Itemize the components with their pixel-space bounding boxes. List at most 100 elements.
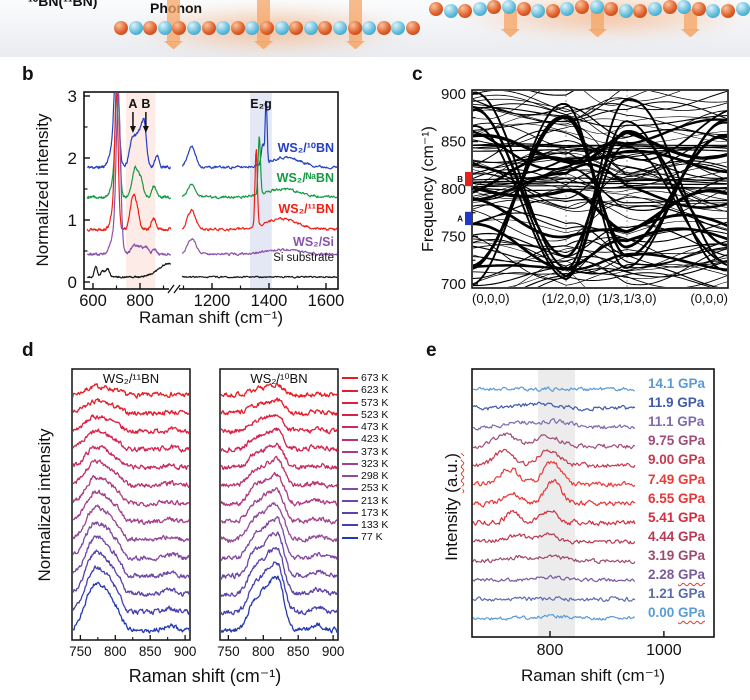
- e-pressure-label: 7.49 GPa: [648, 472, 705, 487]
- nitrogen-atom: [560, 1, 575, 16]
- svg-text:1400: 1400: [251, 292, 288, 310]
- b-x-axis-label: Raman shift (cm⁻¹): [138, 308, 284, 327]
- e-pressure-value: 4.44: [648, 528, 679, 544]
- d-legend-swatch: [342, 524, 358, 527]
- isotope-label: ¹⁰BN(¹¹BN): [28, 0, 98, 9]
- svg-text:2: 2: [68, 149, 77, 168]
- c-kpoint-label: (1/3,1/3,0): [597, 291, 657, 306]
- d-legend-item: 213 K: [342, 495, 388, 507]
- d-legend-swatch: [342, 401, 358, 404]
- nitrogen-atom: [443, 4, 458, 19]
- boron-atom: [230, 21, 245, 35]
- boron-atom: [260, 21, 274, 35]
- d-legend-swatch: [342, 377, 358, 380]
- boron-atom: [143, 21, 158, 35]
- b-series-label: WS₂/¹¹BN: [278, 202, 334, 216]
- svg-text:800: 800: [104, 644, 127, 659]
- d-legend-item: 623 K: [342, 384, 388, 396]
- b-series-label: WS₂/ᴺᵃBN: [276, 171, 334, 185]
- panel-letter-b: b: [22, 64, 34, 85]
- e-pressure-unit: GPa: [678, 471, 706, 487]
- c-kpoint-label: (0,0,0): [472, 291, 510, 306]
- svg-text:700: 700: [441, 276, 466, 293]
- boron-atom: [114, 21, 128, 35]
- e-pressure-unit: GPa: [678, 605, 706, 621]
- e-pressure-value: 6.55: [648, 490, 679, 506]
- e-pressure-value: 0.00: [648, 605, 679, 621]
- nitrogen-atom: [362, 21, 377, 35]
- d-legend-label: 623 K: [361, 384, 389, 397]
- nitrogen-atom: [618, 4, 633, 19]
- d-legend-label: 473 K: [361, 421, 389, 433]
- svg-text:B: B: [141, 97, 150, 111]
- e-pressure-unit: GPa: [678, 433, 706, 449]
- boron-atom: [516, 2, 531, 16]
- boron-atom: [172, 21, 187, 35]
- d-legend-swatch: [342, 389, 358, 392]
- boron-atom: [289, 21, 304, 35]
- c-kpoint-label: (1/2,0,0): [541, 291, 591, 306]
- b-y-axis-label: Normalized intensity: [33, 113, 52, 267]
- e-pressure-unit: GPa: [678, 376, 706, 391]
- boron-atom: [721, 4, 735, 18]
- e-pressure-label: 0.00 GPa: [648, 605, 705, 620]
- d-legend-item: 173 K: [342, 507, 388, 519]
- nitrogen-atom: [648, 1, 662, 16]
- e-pressure-value: 1.21: [648, 586, 679, 602]
- e-y-axis-label-main: Intensity: [442, 497, 461, 561]
- panel-e-plot: 800 1000: [471, 368, 715, 659]
- d-legend-swatch: [342, 450, 358, 453]
- svg-text:900: 900: [174, 644, 197, 659]
- e-pressure-value: 14.1: [648, 376, 679, 391]
- d-legend-item: 573 K: [342, 397, 388, 409]
- nitrogen-atom: [157, 21, 172, 35]
- nitrogen-atom: [735, 1, 750, 16]
- d-legend-swatch: [342, 463, 358, 466]
- svg-text:1000: 1000: [646, 642, 682, 659]
- svg-text:1200: 1200: [194, 292, 231, 310]
- e-pressure-unit: GPa: [677, 414, 705, 430]
- c-y-axis-label: Frequency (cm⁻¹): [420, 126, 437, 252]
- d-legend-item: 298 K: [342, 470, 388, 482]
- svg-text:A: A: [128, 97, 137, 111]
- e-y-axis-label: Intensity (a.u.): [442, 377, 462, 637]
- d-legend-label: 523 K: [361, 408, 389, 421]
- d-legend-item: 673 K: [342, 372, 388, 384]
- d-y-axis-label: Normalized intensity: [35, 428, 54, 582]
- svg-text:900: 900: [441, 86, 466, 103]
- nitrogen-atom: [589, 0, 604, 14]
- nitrogen-atom: [472, 2, 487, 16]
- e-pressure-unit: GPa: [678, 452, 706, 468]
- boron-atom: [633, 4, 648, 18]
- e-y-axis-label-units: (a.u.): [442, 453, 461, 493]
- d-legend-item: 523 K: [342, 409, 388, 421]
- nitrogen-atom: [531, 4, 546, 19]
- svg-text:800: 800: [252, 644, 275, 659]
- e-pressure-label: 6.55 GPa: [648, 491, 705, 506]
- boron-atom: [458, 4, 473, 19]
- boron-atom: [406, 21, 420, 35]
- nitrogen-atom: [187, 21, 201, 35]
- boron-atom: [429, 2, 443, 16]
- nitrogen-atom: [502, 0, 516, 14]
- nitrogen-atom: [706, 4, 721, 19]
- boron-atom: [691, 2, 706, 17]
- svg-text:1600: 1600: [308, 292, 345, 310]
- e-pressure-label: 1.21 GPa: [648, 586, 705, 601]
- boron-atom: [487, 0, 502, 14]
- d-legend-label: 298 K: [361, 470, 389, 482]
- svg-text:850: 850: [441, 134, 466, 151]
- d-legend-label: 173 K: [361, 506, 389, 519]
- e-pressure-value: 2.28: [648, 567, 679, 582]
- boron-atom: [318, 21, 333, 35]
- svg-text:E₂g: E₂g: [250, 97, 272, 111]
- nitrogen-atom: [274, 21, 289, 35]
- e-pressure-label: 11.9 GPa: [648, 395, 704, 410]
- boron-atom: [545, 4, 560, 19]
- d-legend-label: 673 K: [361, 372, 389, 384]
- d-legend-item: 133 K: [342, 519, 388, 531]
- d-legend-item: 253 K: [342, 482, 388, 494]
- e-pressure-unit: GPa: [678, 528, 706, 544]
- d-right-panel-title: WS₂/¹⁰BN: [250, 371, 308, 386]
